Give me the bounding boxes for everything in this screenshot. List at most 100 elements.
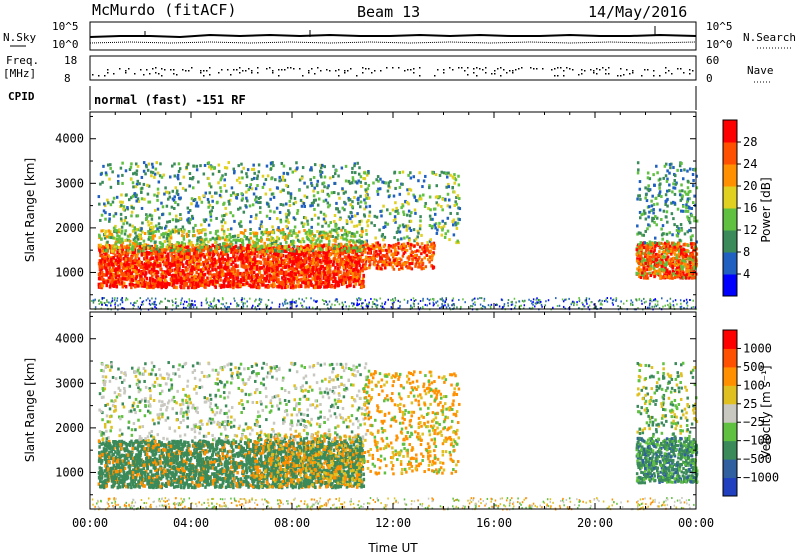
colorbar-swatch [723, 366, 737, 386]
nave-tick-high: 60 [706, 54, 719, 67]
y-tick-label: 2000 [55, 421, 84, 435]
freq-marker [665, 67, 667, 69]
freq-marker [626, 69, 628, 71]
freq-marker [647, 69, 649, 71]
freq-marker [182, 69, 184, 71]
freq-marker [326, 69, 328, 71]
freq-marker [206, 70, 208, 72]
freq-marker [248, 68, 250, 70]
nsky-label: N.Sky [3, 31, 36, 44]
colorbar-tick-label: 25 [743, 397, 757, 411]
x-tick-label: 12:00 [375, 516, 411, 530]
nave-marker [173, 73, 175, 75]
freq-marker [374, 70, 376, 72]
nave-marker [362, 72, 364, 74]
y-tick-label: 4000 [55, 332, 84, 346]
freq-marker [560, 67, 562, 69]
power-ylabel: Slant Range [km] [23, 158, 37, 262]
nave-marker [485, 72, 487, 74]
freq-marker [365, 68, 367, 70]
freq-marker [494, 70, 496, 72]
power-colorbar-label: Power [dB] [759, 177, 773, 242]
freq-marker [188, 70, 190, 72]
nave-marker [176, 74, 178, 76]
freq-marker [191, 67, 193, 69]
freq-marker [281, 69, 283, 71]
freq-marker [311, 68, 313, 70]
velocity-y-ticks: 4000 3000 2000 1000 [55, 315, 696, 496]
freq-marker [308, 70, 310, 72]
nave-marker [473, 72, 475, 74]
power-y-ticks: 4000 3000 2000 1000 [55, 115, 696, 296]
freq-marker [515, 69, 517, 71]
nave-marker [434, 75, 436, 77]
nsearch-tick-low: 10^0 [706, 38, 733, 51]
nave-marker [443, 72, 445, 74]
freq-marker [410, 69, 412, 71]
nave-marker [632, 72, 634, 74]
freq-tick-high: 18 [64, 54, 77, 67]
nave-marker [314, 73, 316, 75]
nave-marker [467, 74, 469, 76]
freq-marker [152, 68, 154, 70]
velocity-ylabel: Slant Range [km] [23, 358, 37, 462]
nave-marker [641, 75, 643, 77]
nave-marker [230, 74, 232, 76]
colorbar-tick-label: 24 [743, 157, 757, 171]
nave-marker [593, 72, 595, 74]
colorbar-tick-label: 500 [743, 360, 765, 374]
freq-marker [107, 69, 109, 71]
colorbar-tick-label: −1000 [743, 471, 779, 485]
nave-marker [671, 73, 673, 75]
x-tick-label: 04:00 [173, 516, 209, 530]
freq-marker [572, 69, 574, 71]
nave-marker [104, 75, 106, 77]
colorbar-swatch [723, 142, 737, 165]
nave-marker [620, 75, 622, 77]
freq-markers [92, 67, 694, 77]
freq-marker [608, 67, 610, 69]
cpid-label: CPID [8, 90, 35, 103]
freq-marker [209, 67, 211, 69]
freq-marker [155, 67, 157, 69]
nave-marker [149, 73, 151, 75]
y-tick-label: 3000 [55, 176, 84, 190]
nave-marker [683, 72, 685, 74]
freq-marker [419, 67, 421, 69]
freq-marker [407, 69, 409, 71]
nave-marker [629, 73, 631, 75]
freq-marker [461, 67, 463, 69]
freq-marker [485, 67, 487, 69]
x-tick-label: 16:00 [476, 516, 512, 530]
nave-marker [608, 73, 610, 75]
colorbar-swatch [723, 164, 737, 187]
velocity-panel: 4000 3000 2000 1000 00:00 04:00 08:00 12:00 16:… [23, 311, 714, 554]
freq-marker [293, 68, 295, 70]
freq-marker [479, 68, 481, 70]
freq-marker [347, 70, 349, 72]
nsky-panel: N.Sky 10^5 10^0 10^5 10^0 N.Search [3, 20, 796, 51]
velocity-x-ticks: 00:00 04:00 08:00 12:00 16:00 20:00 00:00 [72, 312, 714, 530]
nave-marker [419, 75, 421, 77]
x-tick-label: 00:00 [72, 516, 108, 530]
freq-marker [251, 70, 253, 72]
colorbar-tick-label: 1000 [743, 341, 772, 355]
freq-marker [173, 69, 175, 71]
colorbar-swatch [723, 274, 737, 297]
colorbar-tick-label: 28 [743, 135, 757, 149]
y-tick-label: 1000 [55, 265, 84, 279]
freq-panel: Freq. [MHz] 18 8 60 0 Nave [3, 54, 774, 85]
freq-marker [452, 69, 454, 71]
colorbar-tick-label: 12 [743, 223, 757, 237]
station-title: McMurdo (fitACF) [92, 1, 237, 19]
power-x-ticks [89, 112, 697, 309]
freq-marker [200, 70, 202, 72]
colorbar-tick-label: −100 [743, 434, 772, 448]
freq-marker [563, 70, 565, 72]
nave-marker [218, 72, 220, 74]
freq-marker [593, 70, 595, 72]
freq-marker [338, 69, 340, 71]
freq-marker [125, 70, 127, 72]
freq-marker [443, 69, 445, 71]
freq-marker [164, 69, 166, 71]
